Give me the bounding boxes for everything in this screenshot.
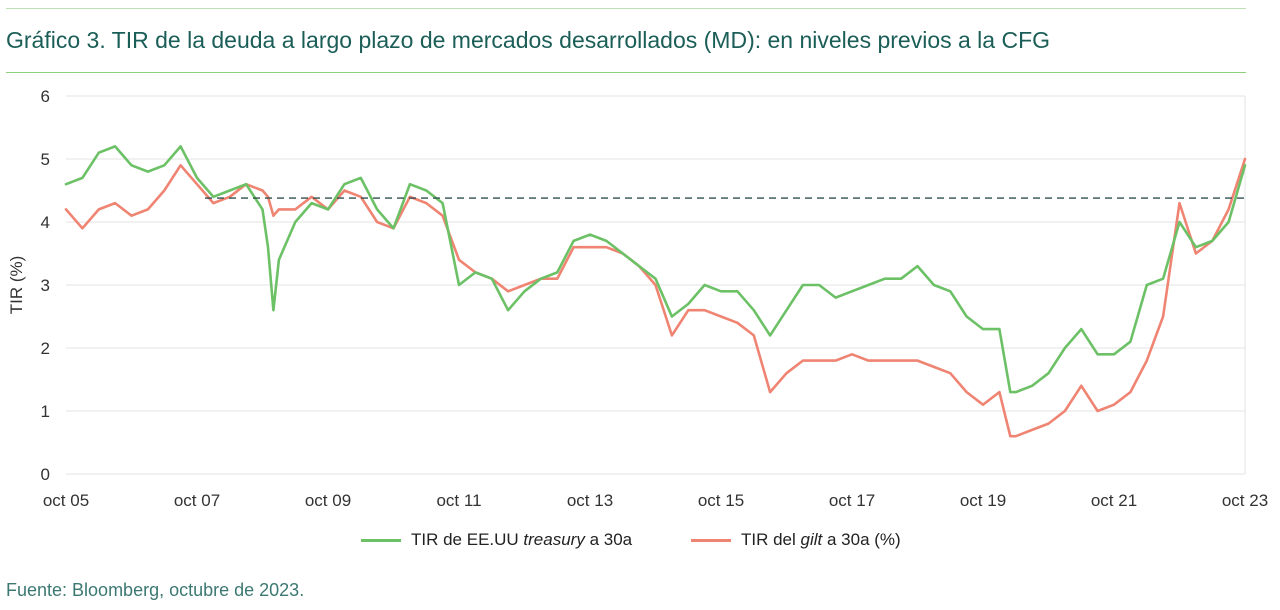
series-line-uk-gilt [64, 157, 1247, 438]
chart-title: Gráfico 3. TIR de la deuda a largo plazo… [6, 27, 1051, 53]
legend-label-uk: TIR del gilt a 30a (%) [741, 530, 901, 549]
y-tick-label: 2 [41, 339, 50, 358]
y-tick-label: 4 [41, 213, 50, 232]
top-rule [6, 8, 1246, 9]
x-tick-label: oct 07 [174, 491, 220, 510]
x-tick-label: oct 05 [43, 491, 89, 510]
legend-swatch-uk [691, 538, 731, 542]
legend-item-us-treasury: TIR de EE.UU treasury a 30a [361, 530, 632, 550]
y-tick-label: 0 [41, 465, 50, 484]
y-tick-label: 6 [41, 87, 50, 106]
x-tick-label: oct 13 [567, 491, 613, 510]
y-tick-label: 5 [41, 150, 50, 169]
legend-swatch-us [361, 538, 401, 542]
y-axis-label: TIR (%) [7, 256, 26, 315]
title-underline [6, 72, 1246, 73]
y-tick-label: 3 [41, 276, 50, 295]
x-tick-label: oct 21 [1091, 491, 1137, 510]
legend-label-us: TIR de EE.UU treasury a 30a [411, 530, 633, 549]
x-tick-label: oct 19 [960, 491, 1006, 510]
y-tick-label: 1 [41, 402, 50, 421]
x-tick-label: oct 23 [1222, 491, 1268, 510]
source-note: Fuente: Bloomberg, octubre de 2023. [6, 580, 305, 600]
legend-item-uk-gilt: TIR del gilt a 30a (%) [691, 530, 901, 550]
x-tick-label: oct 15 [698, 491, 744, 510]
x-tick-label: oct 09 [305, 491, 351, 510]
line-chart: 0 1 2 3 4 5 6 oct 05 oct 07 oct 09 oct 11 oct 13 oct… [7, 87, 1268, 510]
x-tick-label: oct 11 [436, 491, 481, 510]
chart-legend: TIR de EE.UU treasury a 30a TIR del gilt… [0, 530, 1280, 554]
series-line-us-treasury [64, 145, 1247, 394]
x-tick-label: oct 17 [829, 491, 875, 510]
